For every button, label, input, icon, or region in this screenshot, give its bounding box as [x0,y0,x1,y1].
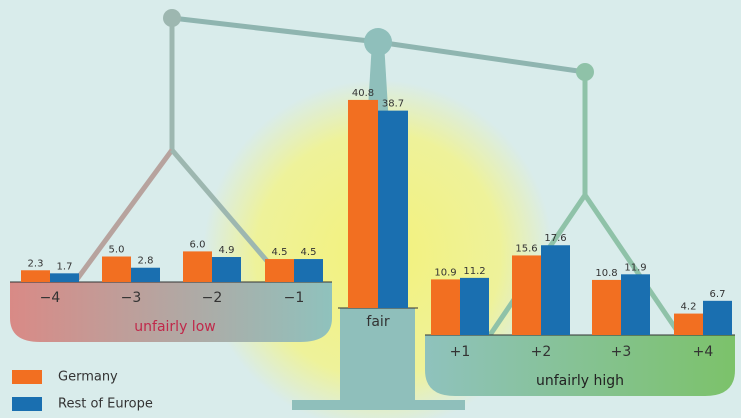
value-label: 1.7 [57,261,73,272]
value-label: 11.9 [624,262,646,273]
x-tick-label: −1 [284,290,305,306]
group-label: unfairly high [536,373,624,389]
value-label: 4.9 [219,245,235,256]
value-label: 6.0 [190,239,206,250]
pan-right [425,335,735,396]
bar [592,279,621,335]
pivot [364,28,392,56]
bar [541,245,570,335]
value-label: 11.2 [463,266,485,277]
bar [183,251,212,282]
x-tick-label: −2 [202,290,223,306]
value-label: 38.7 [382,99,404,110]
value-label: 15.6 [515,243,537,254]
value-label: 2.3 [28,258,44,269]
value-label: 4.5 [272,247,288,258]
x-tick-label: +1 [450,344,471,360]
bar [102,256,131,282]
pivot [163,9,181,27]
value-label: 6.7 [710,289,726,300]
x-tick-label: fair [366,314,389,330]
pan-left [10,282,332,342]
legend-swatch [12,370,42,384]
bar [512,255,541,335]
x-tick-label: +2 [531,344,552,360]
value-label: 10.8 [595,268,617,279]
bar [265,259,294,282]
pivot [576,63,594,81]
group-label: unfairly low [134,319,215,335]
stand-base [292,400,465,410]
bar [460,277,489,335]
legend-label: Germany [58,370,118,385]
x-tick-label: −4 [40,290,61,306]
bar [131,267,160,282]
value-label: 40.8 [352,88,374,99]
value-label: 4.5 [301,247,317,258]
value-label: 10.9 [434,267,456,278]
legend-label: Rest of Europe [58,397,153,412]
stand [340,308,415,400]
bar [294,259,323,282]
bar [348,99,378,308]
bar [50,273,79,282]
bar [703,300,732,335]
bar [621,274,650,335]
x-tick-label: −3 [121,290,142,306]
value-label: 2.8 [138,256,154,267]
legend-swatch [12,397,42,411]
value-label: 4.2 [681,302,697,313]
value-label: 17.6 [544,233,566,244]
bar [674,313,703,335]
bar [431,279,460,335]
x-tick-label: +3 [611,344,632,360]
bar [378,110,408,308]
x-tick-label: +4 [693,344,714,360]
bar [212,257,241,282]
value-label: 5.0 [109,245,125,256]
bar [21,270,50,282]
